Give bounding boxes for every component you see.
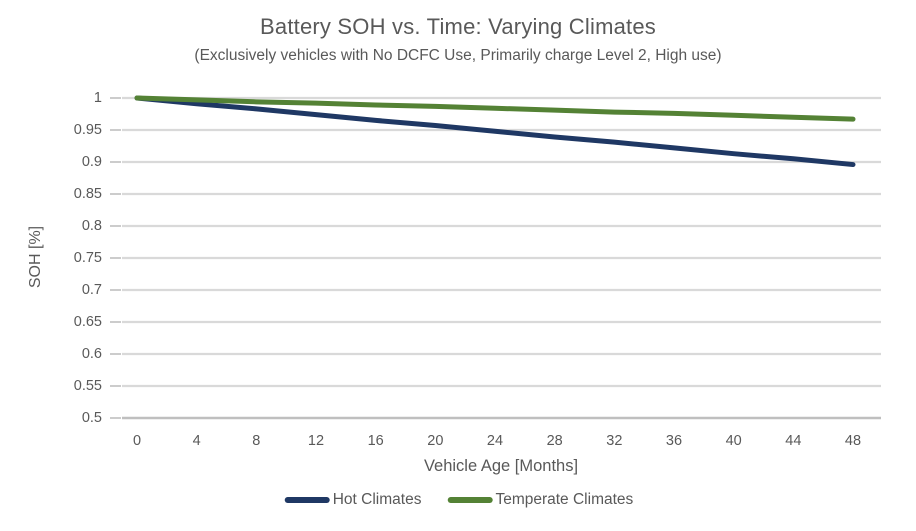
- x-tick-label: 20: [427, 433, 443, 449]
- x-tick-label: 24: [487, 433, 503, 449]
- x-tick-label: 40: [726, 433, 742, 449]
- y-tick-label: 0.5: [82, 410, 102, 426]
- y-tick-label: 0.95: [74, 122, 102, 138]
- legend-marker: [447, 497, 493, 503]
- x-axis-title: Vehicle Age [Months]: [423, 457, 579, 475]
- x-tick-label: 48: [845, 433, 861, 449]
- x-tick-label: 0: [133, 433, 141, 449]
- y-tick-label: 0.55: [74, 378, 102, 394]
- legend-label: Hot Climates: [332, 491, 422, 508]
- chart-title: Battery SOH vs. Time: Varying Climates: [260, 14, 656, 39]
- y-tick-label: 0.65: [74, 314, 102, 330]
- legend: Hot Climates Temperate Climates: [284, 491, 633, 509]
- y-tick-label: 0.7: [82, 282, 102, 298]
- y-tick-label: 0.75: [74, 250, 102, 266]
- y-tick-label: 0.8: [82, 218, 102, 234]
- x-tick-label: 32: [606, 433, 622, 449]
- x-tick-label: 28: [547, 433, 563, 449]
- x-tick-label: 44: [785, 433, 801, 449]
- x-tick-label: 4: [193, 433, 201, 449]
- chart-subtitle: (Exclusively vehicles with No DCFC Use, …: [194, 47, 722, 64]
- y-tick-label: 1: [94, 90, 102, 106]
- y-tick-label: 0.6: [82, 346, 102, 362]
- legend-item-temperate-climates: Temperate Climates: [447, 491, 633, 509]
- x-tick-label: 8: [252, 433, 260, 449]
- x-tick-label: 12: [308, 433, 324, 449]
- x-tick-label: 36: [666, 433, 682, 449]
- series-line-temperate-climates: [134, 95, 856, 122]
- y-tick-label: 0.85: [74, 186, 102, 202]
- legend-label: Temperate Climates: [495, 491, 634, 508]
- y-tick-label: 0.9: [82, 154, 102, 170]
- legend-item-hot-climates: Hot Climates: [284, 491, 422, 509]
- legend-marker: [284, 497, 330, 503]
- series-line-hot-climates: [134, 95, 856, 168]
- x-tick-label: 16: [368, 433, 384, 449]
